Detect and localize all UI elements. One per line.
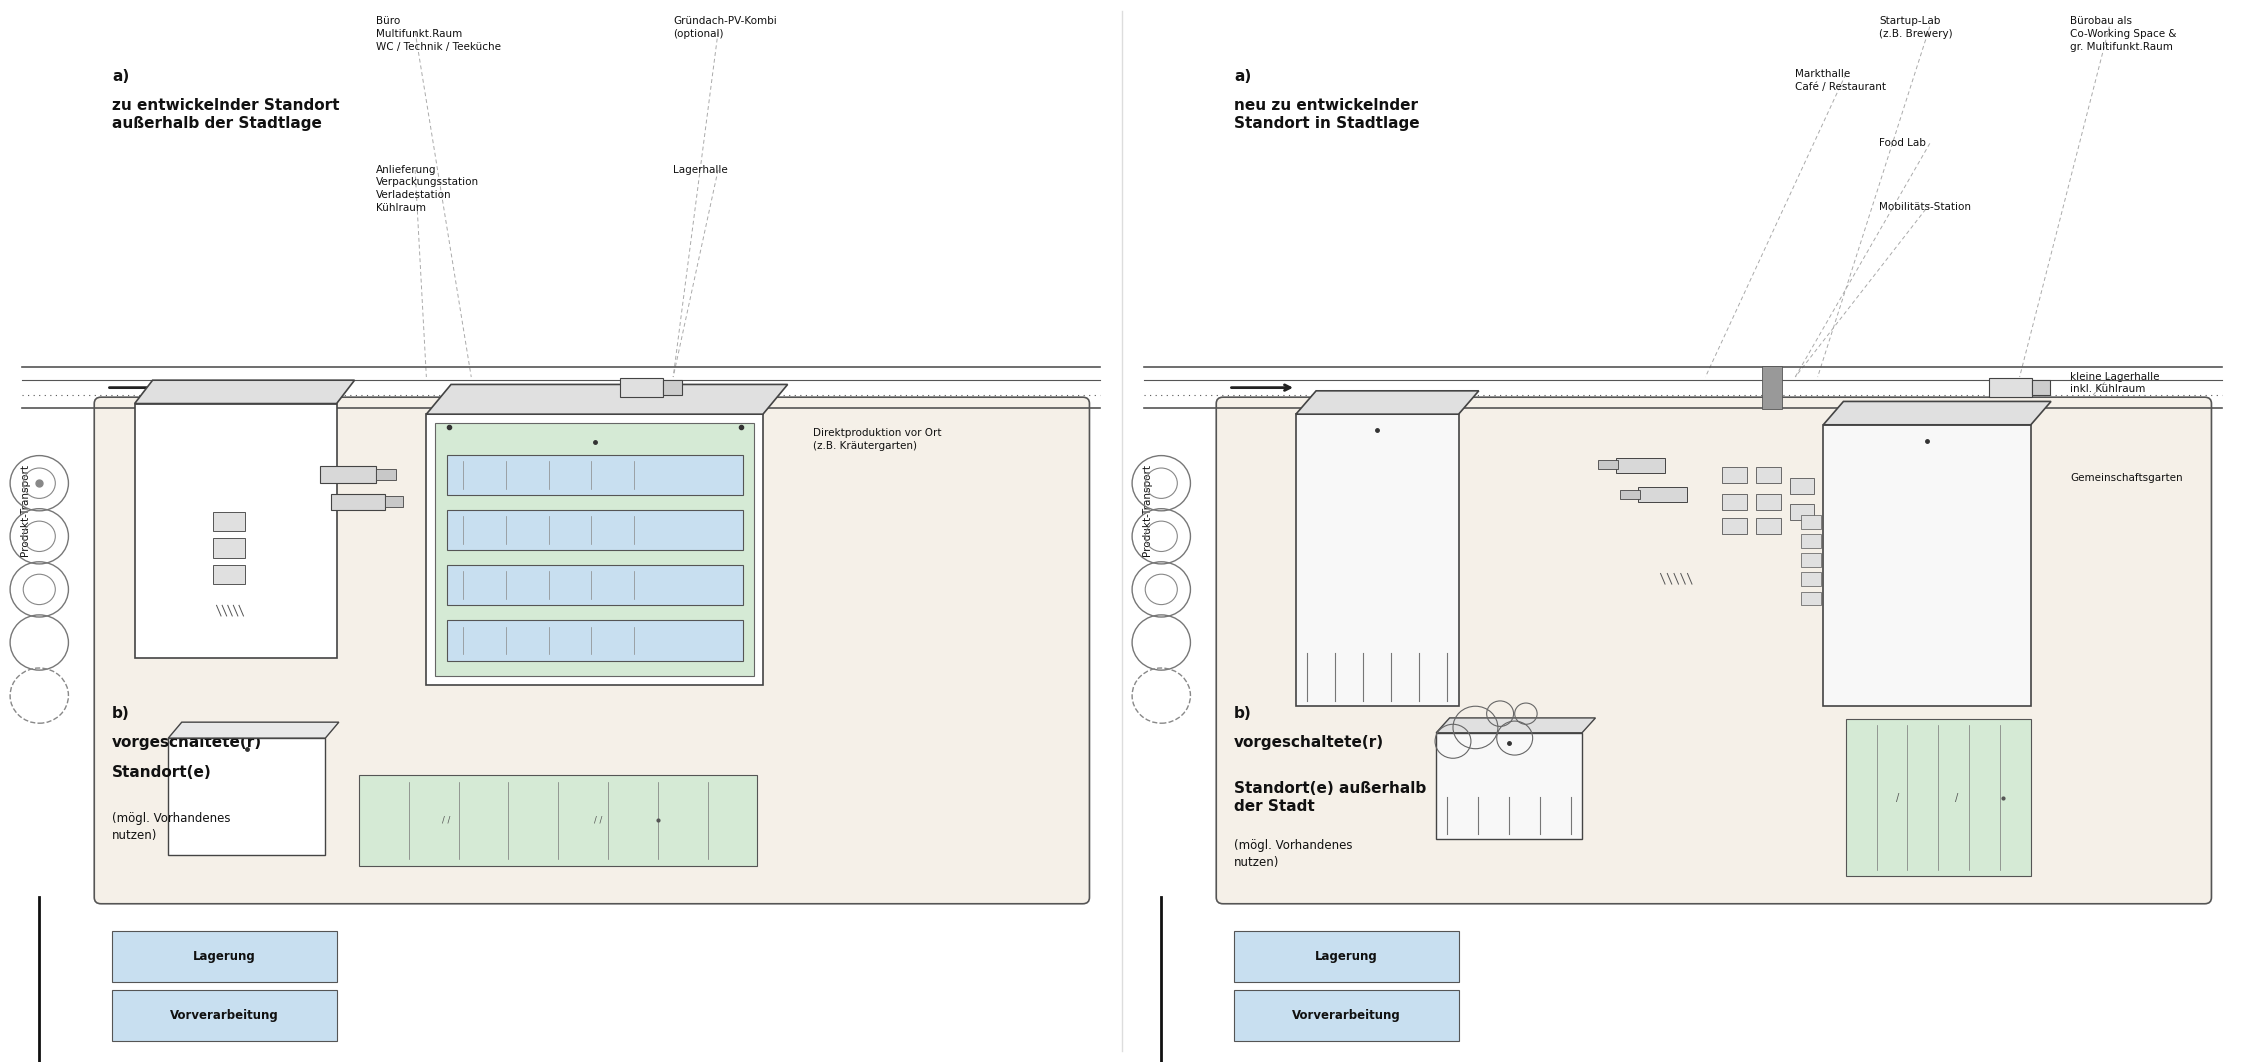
Text: Direktproduktion vor Ort
(z.B. Kräutergarten): Direktproduktion vor Ort (z.B. Kräuterga… [812,428,942,450]
Bar [447,565,743,605]
Bar [447,510,743,550]
Text: Gemeinschaftsgarten: Gemeinschaftsgarten [2069,473,2183,482]
Polygon shape [168,722,339,738]
Bar [447,455,743,495]
Bar [1788,504,1813,520]
Text: (mögl. Vorhandenes
nutzen): (mögl. Vorhandenes nutzen) [1234,839,1353,869]
Bar [1616,458,1665,473]
Text: b): b) [112,706,130,721]
FancyBboxPatch shape [1216,397,2210,904]
Text: zu entwickelnder Standort
außerhalb der Stadtlage: zu entwickelnder Standort außerhalb der … [112,98,339,132]
Text: Lagerung: Lagerung [1315,950,1378,963]
Bar [375,469,395,480]
Text: a): a) [112,69,130,84]
Bar [1800,553,1820,567]
Polygon shape [1822,401,2051,425]
Text: Markthalle
Café / Restaurant: Markthalle Café / Restaurant [1795,69,1887,91]
Bar [1723,518,1746,534]
Polygon shape [426,384,788,414]
Text: Startup-Lab
(z.B. Brewery): Startup-Lab (z.B. Brewery) [1878,16,1952,38]
Text: Produkt-Transport: Produkt-Transport [20,464,29,555]
Text: Vorverarbeitung: Vorverarbeitung [171,1009,278,1022]
Bar [1800,592,1820,605]
Text: kleine Lagerhalle
inkl. Kühlraum: kleine Lagerhalle inkl. Kühlraum [2069,372,2159,394]
Text: b): b) [1234,706,1252,721]
Bar [1822,425,2031,706]
Bar [1620,490,1640,499]
FancyBboxPatch shape [94,397,1091,904]
Bar [1234,931,1459,982]
Bar [619,378,664,397]
Polygon shape [1436,718,1595,733]
Bar [1988,378,2033,397]
Text: Produkt-Transport: Produkt-Transport [1142,464,1151,555]
Bar [1800,515,1820,529]
Polygon shape [1297,391,1479,414]
Bar [1755,467,1779,483]
Bar [1297,414,1459,706]
Bar [135,404,337,658]
Text: (mögl. Vorhandenes
nutzen): (mögl. Vorhandenes nutzen) [112,812,231,842]
Text: neu zu entwickelnder
Standort in Stadtlage: neu zu entwickelnder Standort in Stadtla… [1234,98,1420,132]
Text: a): a) [1234,69,1252,84]
Text: Lagerhalle: Lagerhalle [673,165,727,174]
Bar [213,538,245,558]
Polygon shape [135,380,355,404]
Text: Bürobau als
Co-Working Space &
gr. Multifunkt.Raum: Bürobau als Co-Working Space & gr. Multi… [2069,16,2177,52]
Text: Standort(e) außerhalb
der Stadt: Standort(e) außerhalb der Stadt [1234,781,1427,815]
Bar [359,775,758,866]
Text: / /: / / [595,816,601,825]
Bar [1755,518,1779,534]
Text: / /: / / [442,816,451,825]
Bar [2033,380,2051,395]
Bar [1762,366,1782,409]
Bar [384,496,402,507]
Bar [1234,990,1459,1041]
Bar [1638,487,1687,502]
Text: vorgeschaltete(r): vorgeschaltete(r) [112,735,263,750]
Text: Food Lab: Food Lab [1878,138,1925,148]
Bar [435,423,754,676]
Bar [168,738,325,855]
Bar [319,466,375,483]
Text: /: / [1896,792,1898,803]
Bar [1788,478,1813,494]
Bar [664,380,682,395]
Text: Vorverarbeitung: Vorverarbeitung [1293,1009,1400,1022]
Bar [1845,719,2031,876]
Text: Anlieferung
Verpackungsstation
Verladestation
Kühlraum: Anlieferung Verpackungsstation Verladest… [375,165,478,213]
Bar [426,414,763,685]
Bar [112,931,337,982]
Bar [1723,494,1746,510]
Bar [1800,534,1820,548]
Bar [1755,494,1779,510]
Bar [1723,467,1746,483]
Text: /: / [1955,792,1959,803]
Bar [1598,460,1618,469]
Bar [213,512,245,531]
Text: Büro
Multifunkt.Raum
WC / Technik / Teeküche: Büro Multifunkt.Raum WC / Technik / Teek… [375,16,500,52]
Text: Lagerung: Lagerung [193,950,256,963]
Bar [213,565,245,584]
Text: vorgeschaltete(r): vorgeschaltete(r) [1234,735,1385,750]
Bar [1800,572,1820,586]
Bar [447,620,743,661]
Bar [112,990,337,1041]
Text: Mobilitäts-Station: Mobilitäts-Station [1878,202,1970,211]
Bar [332,494,386,510]
Text: Gründach-PV-Kombi
(optional): Gründach-PV-Kombi (optional) [673,16,776,38]
Bar [1436,733,1582,839]
Text: Standort(e): Standort(e) [112,765,211,780]
